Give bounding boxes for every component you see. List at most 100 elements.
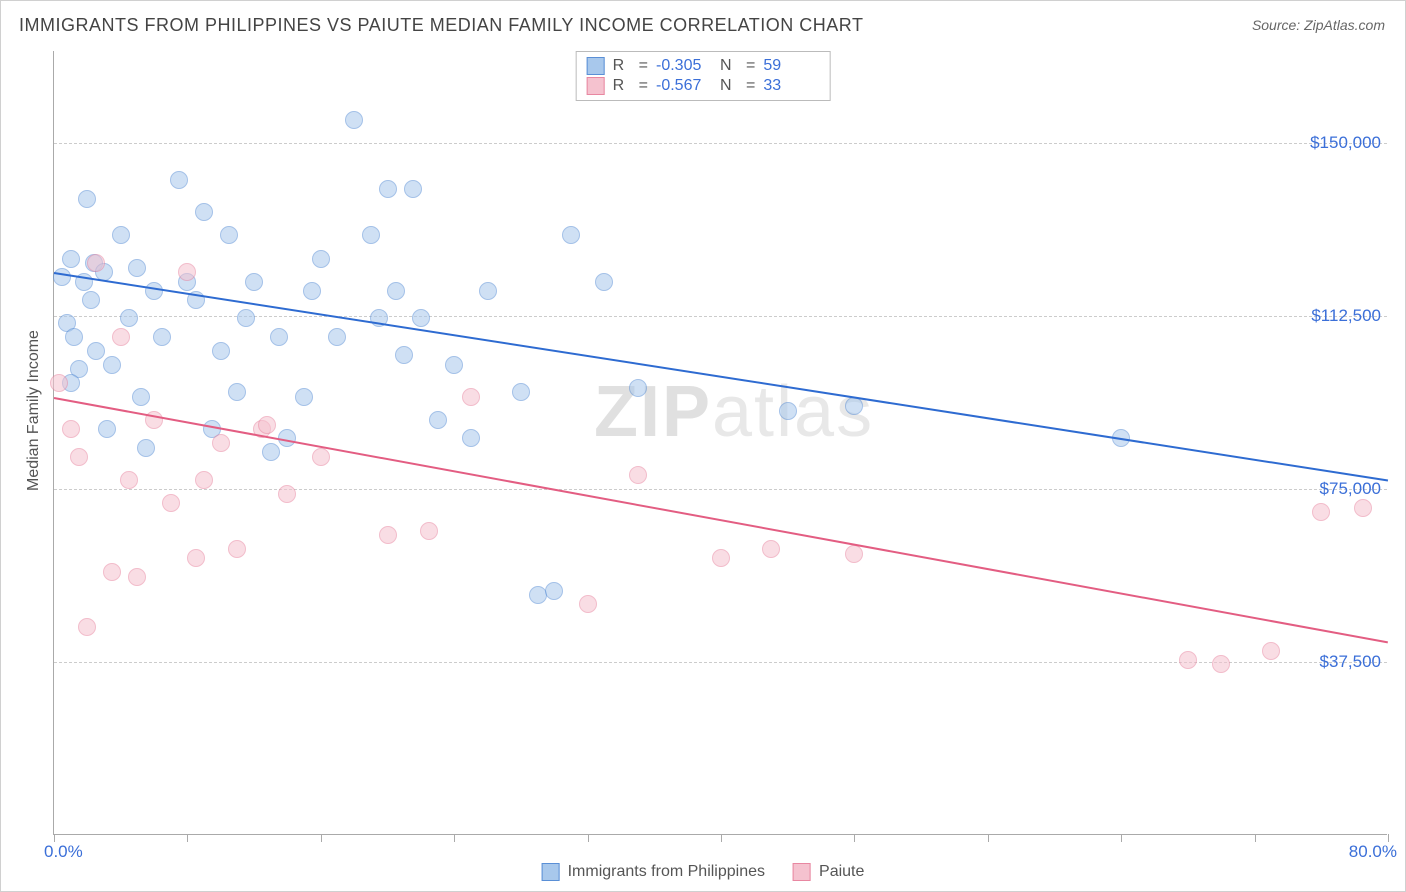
data-point	[312, 250, 330, 268]
data-point	[779, 402, 797, 420]
data-point	[195, 203, 213, 221]
chart-container: IMMIGRANTS FROM PHILIPPINES VS PAIUTE ME…	[0, 0, 1406, 892]
data-point	[87, 254, 105, 272]
data-point	[103, 356, 121, 374]
data-point	[78, 618, 96, 636]
y-tick-label: $150,000	[1310, 133, 1381, 153]
data-point	[1262, 642, 1280, 660]
trend-line	[54, 272, 1388, 482]
data-point	[328, 328, 346, 346]
data-point	[712, 549, 730, 567]
legend-r-label: R	[613, 77, 631, 95]
plot-area: ZIPatlas $37,500$75,000$112,500$150,0000…	[53, 51, 1387, 835]
data-point	[103, 563, 121, 581]
legend-r-value-1: -0.305	[656, 57, 712, 75]
x-tick	[988, 834, 989, 842]
chart-title: IMMIGRANTS FROM PHILIPPINES VS PAIUTE ME…	[19, 15, 863, 36]
data-point	[120, 309, 138, 327]
source-attribution: Source: ZipAtlas.com	[1252, 17, 1385, 33]
data-point	[1212, 655, 1230, 673]
legend-swatch-2	[587, 77, 605, 95]
legend-eq: =	[639, 77, 648, 95]
legend-label-2: Paiute	[819, 863, 864, 881]
legend-item-1: Immigrants from Philippines	[542, 863, 765, 881]
data-point	[237, 309, 255, 327]
data-point	[137, 439, 155, 457]
legend-r-label: R	[613, 57, 631, 75]
watermark-bold: ZIP	[594, 372, 712, 452]
x-tick	[54, 834, 55, 842]
data-point	[379, 526, 397, 544]
data-point	[387, 282, 405, 300]
data-point	[212, 434, 230, 452]
gridline	[54, 143, 1387, 144]
data-point	[512, 383, 530, 401]
data-point	[562, 226, 580, 244]
data-point	[445, 356, 463, 374]
data-point	[98, 420, 116, 438]
data-point	[62, 250, 80, 268]
data-point	[579, 595, 597, 613]
data-point	[112, 226, 130, 244]
data-point	[295, 388, 313, 406]
x-tick	[454, 834, 455, 842]
legend-item-2: Paiute	[793, 863, 864, 881]
x-tick	[1388, 834, 1389, 842]
data-point	[170, 171, 188, 189]
legend-n-label: N	[720, 57, 738, 75]
data-point	[379, 180, 397, 198]
data-point	[153, 328, 171, 346]
data-point	[412, 309, 430, 327]
legend-eq: =	[746, 57, 755, 75]
data-point	[258, 416, 276, 434]
y-tick-label: $75,000	[1320, 479, 1381, 499]
data-point	[65, 328, 83, 346]
data-point	[212, 342, 230, 360]
data-point	[303, 282, 321, 300]
x-tick	[321, 834, 322, 842]
data-point	[429, 411, 447, 429]
data-point	[420, 522, 438, 540]
x-tick	[721, 834, 722, 842]
legend-row-series-2: R = -0.567 N = 33	[587, 76, 820, 96]
data-point	[629, 466, 647, 484]
y-tick-label: $112,500	[1311, 306, 1381, 326]
legend-label-1: Immigrants from Philippines	[568, 863, 765, 881]
data-point	[262, 443, 280, 461]
data-point	[50, 374, 68, 392]
data-point	[178, 263, 196, 281]
data-point	[187, 549, 205, 567]
data-point	[1312, 503, 1330, 521]
data-point	[479, 282, 497, 300]
data-point	[845, 545, 863, 563]
x-min-label: 0.0%	[44, 842, 83, 862]
gridline	[54, 489, 1387, 490]
data-point	[228, 383, 246, 401]
legend-n-value-1: 59	[763, 57, 819, 75]
data-point	[762, 540, 780, 558]
data-point	[87, 342, 105, 360]
data-point	[228, 540, 246, 558]
data-point	[220, 226, 238, 244]
data-point	[278, 485, 296, 503]
data-point	[462, 388, 480, 406]
data-point	[845, 397, 863, 415]
x-tick	[588, 834, 589, 842]
data-point	[529, 586, 547, 604]
legend-n-value-2: 33	[763, 77, 819, 95]
data-point	[132, 388, 150, 406]
data-point	[112, 328, 130, 346]
trend-line	[54, 397, 1388, 643]
x-max-label: 80.0%	[1349, 842, 1397, 862]
data-point	[362, 226, 380, 244]
data-point	[120, 471, 138, 489]
x-tick	[187, 834, 188, 842]
data-point	[82, 291, 100, 309]
y-axis-title: Median Family Income	[25, 330, 43, 491]
data-point	[404, 180, 422, 198]
data-point	[128, 259, 146, 277]
legend-eq: =	[746, 77, 755, 95]
data-point	[629, 379, 647, 397]
legend-n-label: N	[720, 77, 738, 95]
data-point	[128, 568, 146, 586]
